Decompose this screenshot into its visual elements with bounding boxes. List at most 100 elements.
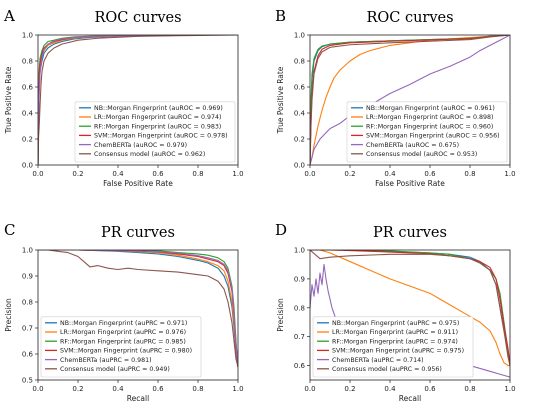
- y-tick-label: 0.4: [22, 110, 34, 118]
- legend-entry: Consensus model (auROC = 0.953): [366, 151, 477, 158]
- y-tick-label: 0.0: [22, 162, 33, 170]
- legend: NB::Morgan Fingerprint (auPRC = 0.971)LR…: [40, 316, 202, 378]
- x-tick-label: 0.2: [72, 385, 83, 393]
- legend-entry: RF::Morgan Fingerprint (auROC = 0.983): [94, 123, 221, 130]
- legend-entry: RF::Morgan Fingerprint (auROC = 0.960): [366, 123, 493, 130]
- y-tick-label: 0.2: [294, 136, 305, 144]
- x-axis-label: False Positive Rate: [103, 179, 173, 188]
- legend-entry: SVM::Morgan Fingerprint (auPRC = 0.980): [60, 348, 192, 355]
- legend-box: [312, 316, 474, 378]
- y-tick-label: 1.0: [22, 247, 33, 255]
- plot-frame: [37, 34, 239, 166]
- x-tick-label: 0.8: [192, 170, 203, 178]
- x-axis-label: Recall: [127, 394, 149, 403]
- legend-entry: SVM::Morgan Fingerprint (auROC = 0.956): [366, 133, 500, 140]
- legend-box: [74, 101, 236, 163]
- series-line-consensus: [38, 35, 238, 165]
- series-line-consensus: [310, 35, 510, 165]
- x-tick-label: 0.4: [384, 170, 396, 178]
- legend-entry: RF::Morgan Fingerprint (auPRC = 0.974): [332, 338, 458, 345]
- legend-entry: SVM::Morgan Fingerprint (auROC = 0.978): [94, 133, 228, 140]
- legend-entry: Consensus model (auPRC = 0.949): [60, 366, 170, 373]
- x-axis-label: Recall: [399, 394, 421, 403]
- series-lines: [310, 35, 510, 165]
- panel-letter: A: [3, 7, 15, 25]
- y-tick-label: 0.8: [22, 58, 33, 66]
- x-tick-label: 0.6: [152, 170, 164, 178]
- y-tick-label: 0.6: [294, 84, 306, 92]
- y-tick-label: 0.5: [22, 377, 33, 385]
- series-line-lr: [310, 250, 510, 367]
- y-tick-label: 0.4: [294, 110, 306, 118]
- legend-entry: NB::Morgan Fingerprint (auPRC = 0.975): [332, 320, 459, 327]
- x-axis-label: False Positive Rate: [375, 179, 445, 188]
- x-tick-label: 1.0: [232, 170, 243, 178]
- y-tick-label: 0.9: [294, 275, 305, 283]
- x-tick-label: 0.0: [304, 385, 315, 393]
- y-tick-label: 0.7: [22, 325, 33, 333]
- chart-panel-b: B ROC curves 0.0 0.2 0.4 0.6 0.8 1.0 0.0 0.2 0.4 0.…: [275, 7, 516, 188]
- series-line-chemberta: [310, 35, 510, 165]
- series-line-consensus: [310, 250, 510, 367]
- panel-letter: C: [4, 221, 15, 239]
- x-tick-label: 0.2: [344, 385, 355, 393]
- plot-frame: [309, 34, 511, 166]
- legend-entry: NB::Morgan Fingerprint (auROC = 0.969): [94, 105, 223, 112]
- series-lines: [38, 250, 238, 368]
- y-tick-label: 0.8: [294, 304, 305, 312]
- legend-entry: NB::Morgan Fingerprint (auROC = 0.961): [366, 105, 495, 112]
- chart-title: PR curves: [101, 225, 175, 241]
- plot-frame: [37, 249, 239, 381]
- legend-entry: LR::Morgan Fingerprint (auROC = 0.898): [366, 114, 494, 121]
- x-tick-label: 1.0: [504, 170, 515, 178]
- y-tick-label: 1.0: [294, 247, 305, 255]
- plot-frame: [309, 249, 511, 381]
- y-axis-label: Precision: [276, 298, 285, 332]
- chart-panel-a: A ROC curves 0.0 0.2 0.4 0.6 0.8 1.0 0.0 0.2 0.4 0.…: [3, 7, 244, 188]
- x-tick-label: 0.0: [32, 170, 43, 178]
- x-tick-label: 0.4: [112, 385, 124, 393]
- series-line-svm: [310, 250, 510, 367]
- x-tick-label: 0.2: [344, 170, 355, 178]
- chart-panel-c: C PR curves 0.0 0.2 0.4 0.6 0.8 1.0 0.5 0.6 0.7 0.8…: [4, 221, 244, 403]
- legend: NB::Morgan Fingerprint (auROC = 0.961)LR…: [346, 101, 508, 163]
- legend-entry: Consensus model (auROC = 0.962): [94, 151, 205, 158]
- legend-entry: Consensus model (auPRC = 0.956): [332, 366, 442, 373]
- legend-box: [40, 316, 202, 378]
- x-tick-label: 0.2: [72, 170, 83, 178]
- legend-entry: ChemBERTa (auPRC = 0.981): [60, 357, 152, 364]
- y-tick-label: 0.6: [294, 362, 306, 370]
- x-tick-label: 0.6: [152, 385, 164, 393]
- series-line-chemberta: [38, 250, 238, 368]
- y-tick-label: 0.9: [22, 273, 33, 281]
- legend-box: [346, 101, 508, 163]
- y-axis-label: True Positive Rate: [4, 66, 13, 134]
- legend-entry: RF::Morgan Fingerprint (auPRC = 0.985): [60, 338, 186, 345]
- y-tick-label: 0.8: [294, 58, 305, 66]
- legend-entry: ChemBERTa (auPRC = 0.714): [332, 357, 424, 364]
- chart-panel-d: D PR curves 0.0 0.2 0.4 0.6 0.8 1.0 0.6 0.7 0.8 0.9…: [275, 221, 516, 403]
- x-tick-label: 0.4: [384, 385, 396, 393]
- y-tick-label: 1.0: [294, 32, 305, 40]
- legend-entry: LR::Morgan Fingerprint (auROC = 0.974): [94, 114, 222, 121]
- legend: NB::Morgan Fingerprint (auPRC = 0.975)LR…: [312, 316, 474, 378]
- panel-letter: B: [275, 7, 286, 25]
- chart-title: ROC curves: [94, 10, 181, 26]
- x-tick-label: 0.6: [424, 385, 436, 393]
- y-tick-label: 0.6: [22, 84, 34, 92]
- chart-title: ROC curves: [366, 10, 453, 26]
- legend-entry: ChemBERTa (auROC = 0.675): [366, 142, 459, 149]
- series-line-consensus: [38, 250, 238, 368]
- x-tick-label: 0.8: [464, 385, 475, 393]
- legend: NB::Morgan Fingerprint (auROC = 0.969)LR…: [74, 101, 236, 163]
- y-tick-label: 0.8: [22, 299, 33, 307]
- x-tick-label: 0.0: [32, 385, 43, 393]
- x-tick-label: 0.0: [304, 170, 315, 178]
- y-tick-label: 1.0: [22, 32, 33, 40]
- legend-entry: NB::Morgan Fingerprint (auPRC = 0.971): [60, 320, 187, 327]
- y-axis-label: True Positive Rate: [276, 66, 285, 134]
- x-tick-label: 0.4: [112, 170, 124, 178]
- panel-letter: D: [275, 221, 287, 239]
- x-tick-label: 0.6: [424, 170, 436, 178]
